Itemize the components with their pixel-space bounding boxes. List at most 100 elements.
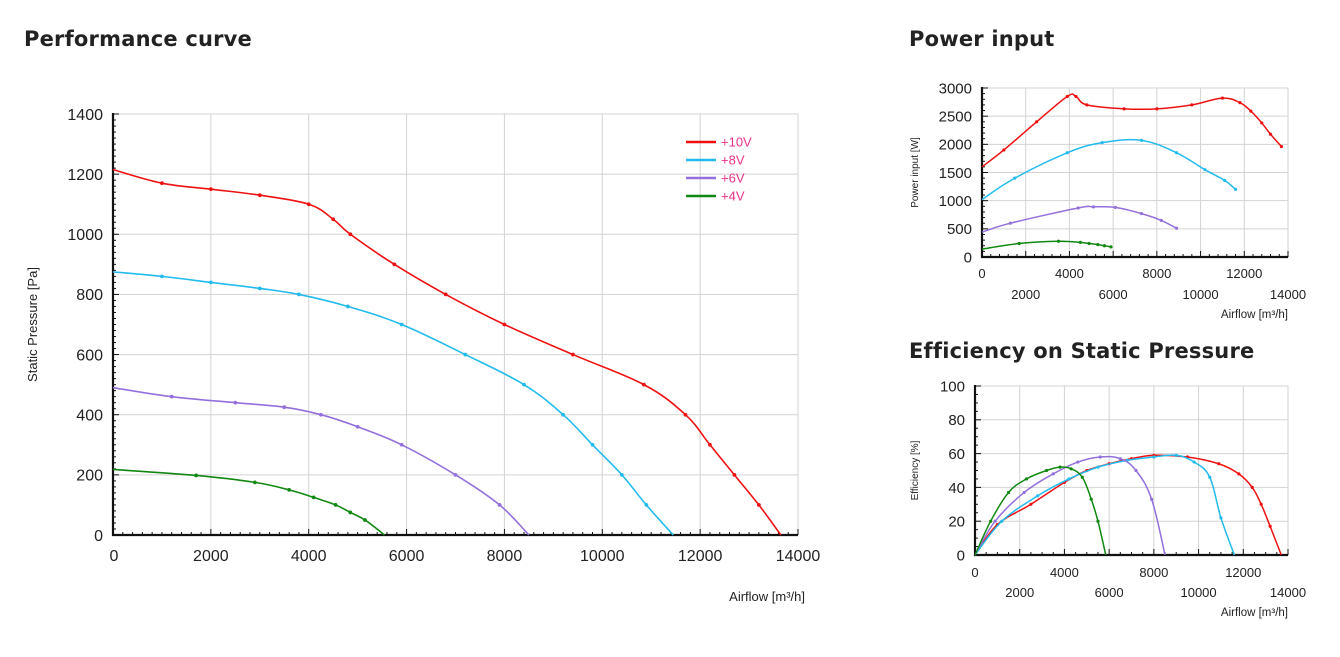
performance-point — [348, 510, 353, 515]
performance-point — [208, 280, 213, 285]
power-point — [1056, 239, 1061, 243]
efficiency-x-tick-label: 0 — [971, 565, 978, 580]
power-y-tick-label: 2500 — [939, 109, 972, 126]
legend-label-plus-4v: +4V — [721, 189, 745, 204]
power-y-tick-label: 0 — [964, 249, 972, 266]
power-point — [1113, 205, 1117, 210]
power-point — [1279, 144, 1284, 149]
efficiency-x-axis-label: Airflow [m³/h] — [1221, 607, 1288, 619]
performance-point — [363, 518, 367, 522]
performance-point — [257, 193, 262, 198]
efficiency-point — [1080, 475, 1084, 479]
performance-x-axis-label: Airflow [m³/h] — [729, 589, 805, 604]
power-point — [1174, 151, 1179, 155]
efficiency-point — [989, 519, 993, 523]
power-point — [1065, 151, 1069, 155]
power-point — [1100, 141, 1104, 145]
performance-line-plus-6v — [112, 386, 530, 536]
performance-point — [463, 352, 468, 357]
power-point — [1096, 243, 1100, 247]
efficiency-title: Efficiency on Static Pressure — [909, 339, 1255, 363]
performance-point — [571, 352, 575, 357]
efficiency-point — [1096, 465, 1100, 469]
efficiency-point — [1237, 472, 1241, 476]
performance-x-tick-label: 6000 — [389, 548, 425, 565]
performance-x-tick-label: 4000 — [291, 548, 327, 565]
power-x-tick-label: 6000 — [1099, 287, 1128, 302]
performance-x-tick-label: 8000 — [487, 548, 523, 565]
efficiency-x-tick-label: 6000 — [1095, 585, 1124, 600]
performance-y-tick-label: 200 — [76, 468, 103, 485]
power-point — [1159, 218, 1163, 222]
efficiency-point — [1044, 468, 1049, 473]
power-point — [1233, 187, 1238, 191]
power-point — [1076, 206, 1080, 210]
power-point — [1035, 120, 1039, 124]
power-x-tick-label: 0 — [978, 266, 985, 281]
efficiency-point — [1134, 468, 1138, 473]
efficiency-point — [1036, 494, 1040, 498]
performance-y-tick-label: 1000 — [67, 227, 103, 244]
performance-point — [345, 304, 350, 309]
efficiency-series-plus-4v — [974, 465, 1107, 556]
efficiency-y-axis-label: Efficiency [%] — [910, 440, 921, 500]
performance-point — [282, 405, 287, 410]
power-point — [1074, 94, 1078, 99]
performance-line-plus-10v — [112, 168, 782, 536]
performance-point — [756, 503, 761, 507]
power-gridlines — [982, 87, 1289, 257]
power-series-plus-4v — [981, 239, 1113, 250]
performance-y-tick-label: 400 — [76, 407, 103, 424]
performance-series-plus-10v — [112, 168, 782, 536]
power-point — [1122, 107, 1126, 111]
power-series-plus-6v — [981, 205, 1179, 233]
power-line-plus-6v — [981, 205, 1177, 233]
legend-label-plus-10v: +10V — [721, 135, 752, 150]
performance-point — [319, 412, 323, 417]
performance-series-plus-8v — [112, 271, 674, 536]
efficiency-x-tick-label: 12000 — [1225, 565, 1261, 580]
performance-y-tick-label: 600 — [76, 347, 103, 364]
efficiency-x-tick-label: 2000 — [1005, 585, 1034, 600]
power-x-tick-label: 10000 — [1182, 287, 1218, 302]
power-y-axis-label: Power input [W] — [910, 137, 921, 208]
efficiency-point — [993, 519, 997, 523]
efficiency-point — [1259, 502, 1263, 506]
performance-point — [160, 274, 164, 279]
efficiency-line-plus-8v — [974, 454, 1236, 556]
performance-point — [590, 442, 595, 447]
performance-point — [732, 472, 737, 477]
power-point — [1013, 176, 1017, 180]
legend-label-plus-8v: +8V — [721, 153, 745, 168]
power-x-tick-label: 4000 — [1055, 266, 1084, 281]
power-point — [1203, 168, 1207, 172]
efficiency-point — [1024, 477, 1029, 481]
performance-point — [644, 503, 649, 507]
performance-x-tick-label: 2000 — [193, 548, 229, 565]
efficiency-point — [1022, 490, 1026, 495]
performance-series-plus-6v — [112, 386, 530, 536]
power-point — [1220, 96, 1225, 100]
efficiency-point — [1067, 477, 1071, 481]
legend-label-plus-6v: +6V — [721, 171, 745, 186]
performance-point — [287, 487, 292, 492]
power-point — [1139, 212, 1144, 216]
efficiency-y-tick-label: 40 — [948, 480, 965, 497]
efficiency-point — [1250, 485, 1254, 489]
efficiency-point — [1076, 460, 1080, 464]
power-point — [1065, 94, 1069, 99]
performance-point — [708, 442, 712, 447]
performance-point — [333, 503, 338, 507]
efficiency-point — [1089, 497, 1093, 501]
power-point — [1190, 103, 1194, 107]
power-point — [1139, 138, 1144, 142]
efficiency-series-plus-8v — [974, 453, 1236, 556]
power-y-tick-label: 1500 — [939, 165, 972, 182]
efficiency-plot-area — [974, 385, 1289, 556]
power-y-tick-label: 3000 — [939, 80, 972, 97]
performance-x-tick-label: 0 — [110, 548, 119, 565]
performance-point — [169, 394, 174, 399]
efficiency-x-tick-label: 8000 — [1139, 565, 1168, 580]
